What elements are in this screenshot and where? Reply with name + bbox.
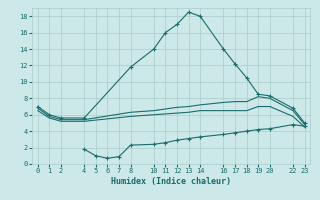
- X-axis label: Humidex (Indice chaleur): Humidex (Indice chaleur): [111, 177, 231, 186]
